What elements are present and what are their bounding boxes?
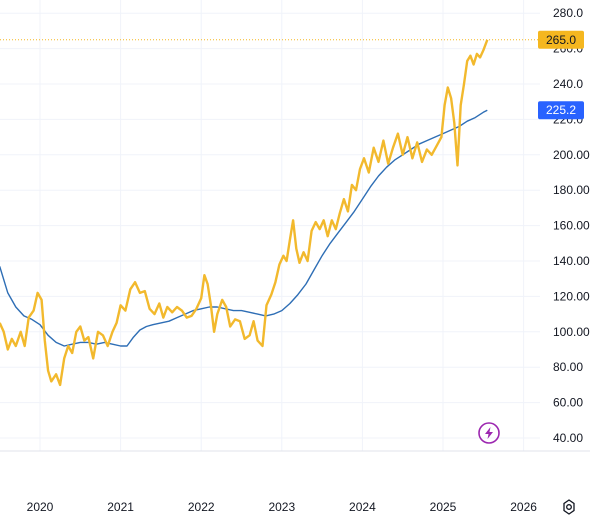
- ma-value-badge: 225.2: [538, 101, 584, 120]
- x-tick-label: 2024: [349, 500, 376, 514]
- vertical-grid: [39, 0, 525, 451]
- x-tick-label: 2022: [188, 500, 215, 514]
- x-tick-label: 2025: [430, 500, 457, 514]
- moving-average-line: [0, 109, 488, 347]
- y-tick-label: 140.00: [553, 254, 590, 268]
- y-tick-label: 80.00: [553, 360, 583, 374]
- horizontal-grid: [0, 12, 540, 439]
- y-tick-label: 100.00: [553, 325, 590, 339]
- last-price-label: 265.0: [546, 33, 576, 47]
- y-tick-label: 240.0: [553, 77, 583, 91]
- y-tick-label: 200.00: [553, 148, 590, 162]
- x-tick-label: 2023: [268, 500, 295, 514]
- x-axis: 2020 2021 2022 2023 2024 2025 2026: [27, 500, 538, 514]
- y-tick-label: 60.00: [553, 396, 583, 410]
- y-axis: 40.00 60.00 80.00 100.00 120.00 140.00 160.00 1…: [553, 6, 590, 445]
- x-tick-label: 2026: [510, 500, 537, 514]
- x-tick-label: 2020: [27, 500, 54, 514]
- gear-icon[interactable]: [563, 499, 575, 515]
- y-tick-label: 160.00: [553, 219, 590, 233]
- x-tick-label: 2021: [107, 500, 134, 514]
- series-layer: [0, 39, 489, 387]
- price-series-line: [0, 39, 489, 387]
- y-tick-label: 280.0: [553, 6, 583, 20]
- y-tick-label: 120.00: [553, 289, 590, 303]
- lightning-icon[interactable]: [478, 422, 500, 444]
- y-tick-label: 180.00: [553, 183, 590, 197]
- ma-value-label: 225.2: [546, 103, 576, 117]
- y-tick-label: 40.00: [553, 431, 583, 445]
- last-price-badge: 265.0: [538, 30, 584, 49]
